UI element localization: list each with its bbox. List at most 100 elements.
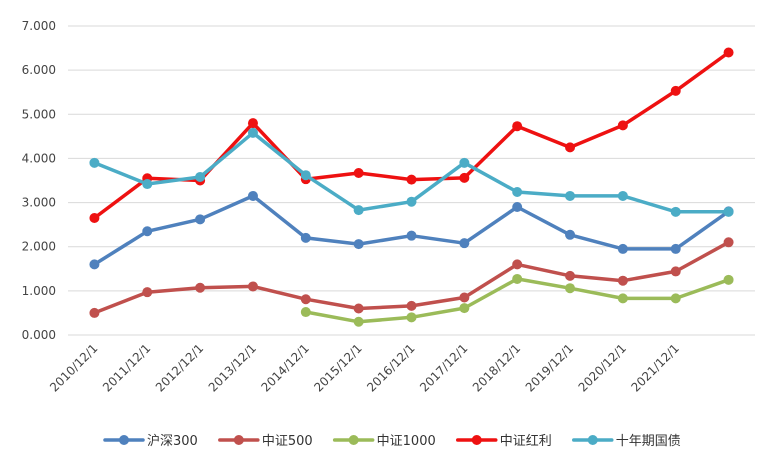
legend-swatch-marker	[348, 435, 359, 445]
data-point	[195, 171, 206, 182]
data-point	[195, 214, 206, 225]
series-1	[89, 237, 734, 318]
y-tick-label: 1.000	[22, 284, 56, 298]
data-point	[195, 282, 206, 293]
legend-label: 十年期国债	[616, 434, 681, 449]
y-tick-label: 2.000	[22, 240, 56, 254]
legend-label: 中证1000	[377, 434, 436, 449]
data-point	[353, 167, 364, 178]
data-point	[512, 186, 523, 197]
y-tick-label: 7.000	[22, 19, 56, 33]
x-tick-label: 2013/12/1	[206, 341, 259, 394]
x-tick-label: 2021/12/1	[628, 341, 681, 394]
data-point	[89, 213, 100, 224]
legend-item: 中证红利	[456, 433, 552, 449]
data-point	[406, 230, 417, 241]
legend: 沪深300 中证500 中证1000 中证红利 十年期国债	[103, 433, 681, 449]
data-point	[300, 170, 311, 181]
data-point	[300, 307, 311, 318]
x-axis-tick-labels: 2010/12/1 2011/12/1 2012/12/1 2013/12/1 2014…	[47, 341, 682, 394]
y-tick-label: 3.000	[22, 196, 56, 210]
data-point	[670, 206, 681, 217]
data-point	[512, 121, 523, 132]
data-point	[617, 293, 628, 304]
data-point	[512, 273, 523, 284]
data-point	[617, 120, 628, 131]
data-point	[353, 316, 364, 327]
legend-label: 沪深300	[147, 433, 198, 449]
data-point	[670, 85, 681, 96]
x-tick-label: 2010/12/1	[47, 341, 100, 394]
legend-swatch-marker	[471, 435, 482, 445]
y-tick-label: 0.000	[22, 328, 56, 342]
data-point	[670, 293, 681, 304]
legend-item: 中证1000	[332, 434, 436, 449]
series-0	[89, 190, 734, 270]
data-point	[247, 127, 258, 138]
x-tick-label: 2020/12/1	[576, 341, 629, 394]
data-point	[142, 226, 153, 237]
x-tick-label: 2011/12/1	[100, 341, 153, 394]
data-point	[723, 47, 734, 58]
data-point	[459, 292, 470, 303]
series-line	[92, 50, 731, 220]
data-point	[247, 118, 258, 129]
data-point	[565, 283, 576, 294]
data-point	[89, 157, 100, 168]
x-tick-label: 2017/12/1	[417, 341, 470, 394]
y-tick-label: 5.000	[22, 107, 56, 121]
data-point	[353, 303, 364, 314]
legend-swatch-marker	[587, 435, 598, 445]
data-point	[723, 237, 734, 248]
data-point	[512, 201, 523, 212]
y-tick-label: 4.000	[22, 151, 56, 165]
data-point	[300, 294, 311, 305]
legend-swatch-marker	[119, 435, 129, 445]
data-point	[406, 300, 417, 311]
legend-item: 十年期国债	[572, 434, 681, 449]
x-tick-label: 2015/12/1	[311, 341, 364, 394]
data-point	[617, 243, 628, 254]
data-point	[142, 179, 153, 190]
data-point	[406, 174, 417, 185]
data-point	[670, 243, 681, 254]
data-point	[300, 232, 311, 243]
data-point	[406, 196, 417, 207]
data-point	[617, 190, 628, 201]
data-point	[565, 190, 576, 201]
x-tick-label: 2014/12/1	[259, 341, 312, 394]
data-point	[459, 303, 470, 314]
data-point	[565, 270, 576, 281]
data-point	[406, 312, 417, 323]
data-point	[353, 205, 364, 216]
legend-item: 中证500	[218, 434, 313, 449]
series-2	[300, 273, 734, 327]
data-point	[353, 239, 364, 250]
series-lines	[89, 47, 734, 327]
legend-label: 中证红利	[500, 433, 552, 449]
series-4	[89, 127, 734, 217]
data-point	[459, 238, 470, 249]
data-point	[89, 259, 100, 270]
data-point	[670, 266, 681, 277]
data-point	[89, 307, 100, 318]
data-point	[565, 142, 576, 153]
x-tick-label: 2019/12/1	[523, 341, 576, 394]
series-line	[304, 277, 731, 324]
y-axis-tick-labels: 0.000 1.000 2.000 3.000 4.000 5.000 6.000 7.000	[22, 19, 56, 342]
data-point	[247, 281, 258, 292]
data-point	[459, 172, 470, 183]
x-tick-label: 2012/12/1	[153, 341, 206, 394]
data-point	[512, 259, 523, 270]
data-point	[565, 229, 576, 240]
data-point	[459, 157, 470, 168]
data-point	[723, 274, 734, 285]
x-tick-label: 2016/12/1	[364, 341, 417, 394]
data-point	[617, 275, 628, 286]
data-point	[142, 287, 153, 298]
legend-swatch-marker	[233, 435, 244, 445]
data-point	[723, 206, 734, 217]
x-tick-label: 2018/12/1	[470, 341, 523, 394]
y-tick-label: 6.000	[22, 63, 56, 77]
